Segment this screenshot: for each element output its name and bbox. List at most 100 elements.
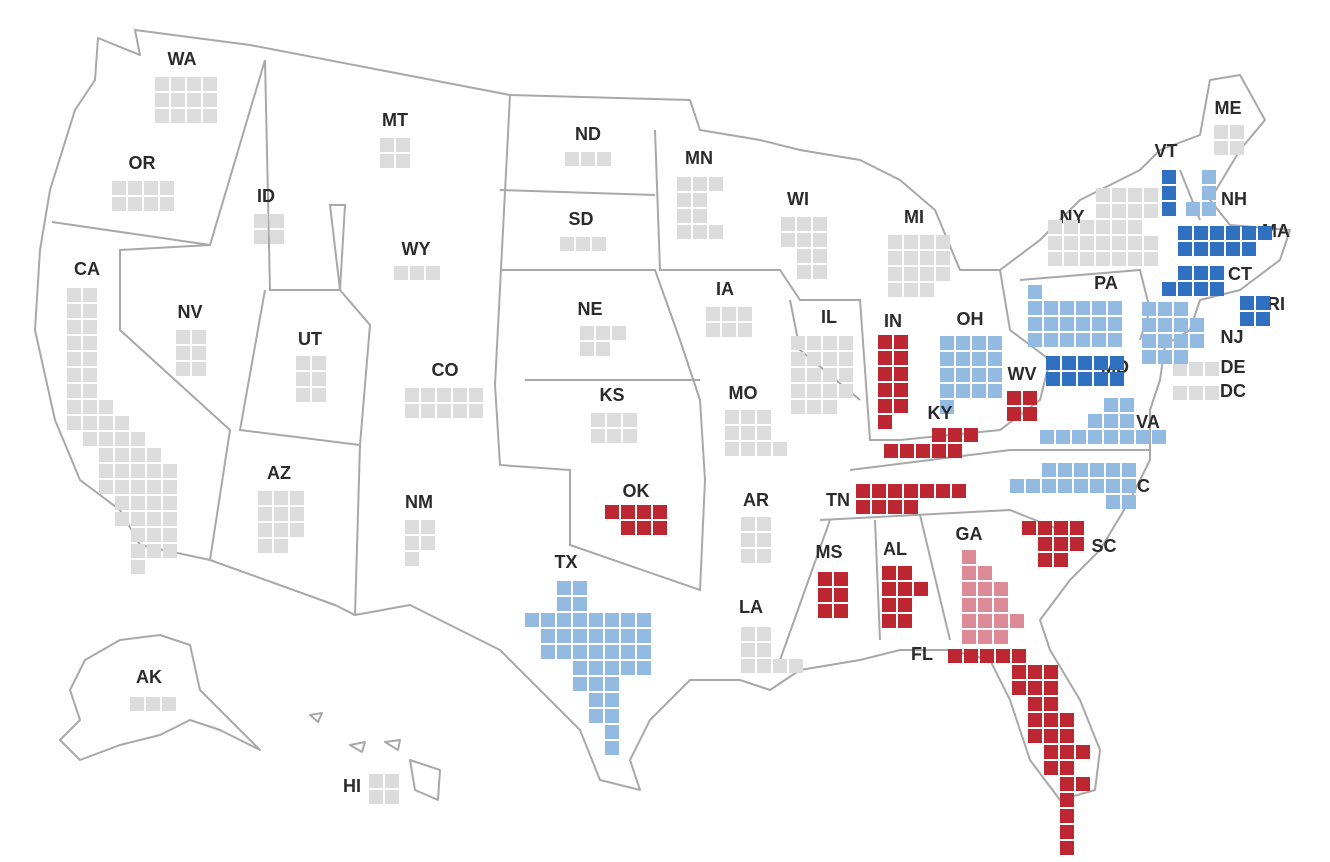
vote-square — [1128, 236, 1142, 250]
vote-square — [1106, 463, 1120, 477]
vote-square — [1112, 220, 1126, 234]
state-label: TX — [554, 552, 577, 572]
vote-square — [904, 267, 918, 281]
vote-square — [1042, 463, 1056, 477]
vote-square — [1106, 495, 1120, 509]
vote-square — [637, 645, 651, 659]
vote-square — [1044, 301, 1058, 315]
vote-square — [940, 336, 954, 350]
vote-square — [380, 138, 394, 152]
vote-square — [591, 429, 605, 443]
vote-square — [1205, 362, 1219, 376]
vote-square — [115, 448, 129, 462]
vote-square — [722, 307, 736, 321]
state-label: TN — [826, 490, 850, 510]
vote-square — [888, 267, 902, 281]
state: FL — [911, 644, 1090, 855]
vote-square — [67, 288, 81, 302]
vote-square — [813, 265, 827, 279]
vote-square — [1194, 282, 1208, 296]
vote-square — [741, 533, 755, 547]
vote-square — [964, 649, 978, 663]
vote-square — [839, 336, 853, 350]
vote-square — [807, 352, 821, 366]
vote-square — [112, 181, 126, 195]
vote-square — [773, 442, 787, 456]
vote-square — [1120, 414, 1134, 428]
vote-square — [541, 645, 555, 659]
vote-square — [1094, 356, 1108, 370]
vote-square — [453, 388, 467, 402]
vote-square — [1060, 825, 1074, 839]
state-label: RI — [1267, 294, 1285, 314]
state: WV — [1007, 364, 1037, 421]
vote-square — [637, 661, 651, 675]
vote-square — [741, 643, 755, 657]
vote-square — [565, 152, 579, 166]
state: PA — [1028, 273, 1122, 347]
state: MT — [380, 110, 410, 168]
vote-square — [637, 613, 651, 627]
vote-square — [1094, 372, 1108, 386]
vote-square — [1112, 188, 1126, 202]
vote-square — [1028, 713, 1042, 727]
vote-square — [1178, 226, 1192, 240]
vote-square — [1058, 479, 1072, 493]
vote-square — [894, 335, 908, 349]
vote-square — [312, 372, 326, 386]
state: GA — [956, 524, 1024, 644]
vote-square — [888, 283, 902, 297]
vote-square — [1106, 479, 1120, 493]
vote-square — [818, 588, 832, 602]
vote-square — [839, 368, 853, 382]
state: TN — [826, 484, 966, 514]
vote-square — [437, 388, 451, 402]
state: MI — [888, 207, 950, 297]
vote-square — [1078, 372, 1092, 386]
vote-square — [1104, 414, 1118, 428]
vote-square — [948, 444, 962, 458]
vote-square — [823, 352, 837, 366]
vote-square — [920, 484, 934, 498]
vote-square — [807, 400, 821, 414]
state: MD — [1046, 356, 1129, 386]
vote-square — [258, 523, 272, 537]
state: AZ — [258, 463, 304, 553]
vote-square — [128, 197, 142, 211]
state-label: WV — [1008, 364, 1037, 384]
vote-square — [1060, 761, 1074, 775]
vote-square — [916, 444, 930, 458]
vote-square — [369, 774, 383, 788]
vote-square — [882, 566, 896, 580]
vote-square — [1144, 236, 1158, 250]
vote-square — [904, 251, 918, 265]
vote-square — [894, 367, 908, 381]
vote-square — [1060, 729, 1074, 743]
vote-square — [1122, 495, 1136, 509]
vote-square — [1074, 479, 1088, 493]
vote-square — [258, 507, 272, 521]
vote-square — [1092, 301, 1106, 315]
vote-square — [621, 505, 635, 519]
vote-square — [1012, 681, 1026, 695]
vote-square — [693, 225, 707, 239]
vote-square — [884, 444, 898, 458]
vote-square — [312, 356, 326, 370]
vote-square — [904, 484, 918, 498]
vote-square — [176, 346, 190, 360]
vote-square — [1194, 242, 1208, 256]
vote-square — [192, 362, 206, 376]
vote-square — [1256, 296, 1270, 310]
vote-square — [807, 336, 821, 350]
vote-square — [1022, 521, 1036, 535]
vote-square — [1054, 521, 1068, 535]
vote-square — [67, 336, 81, 350]
vote-square — [1128, 252, 1142, 266]
vote-square — [1210, 226, 1224, 240]
vote-square — [1240, 296, 1254, 310]
vote-square — [573, 661, 587, 675]
vote-square — [453, 404, 467, 418]
vote-square — [1062, 356, 1076, 370]
vote-square — [706, 307, 720, 321]
vote-square — [1010, 614, 1024, 628]
